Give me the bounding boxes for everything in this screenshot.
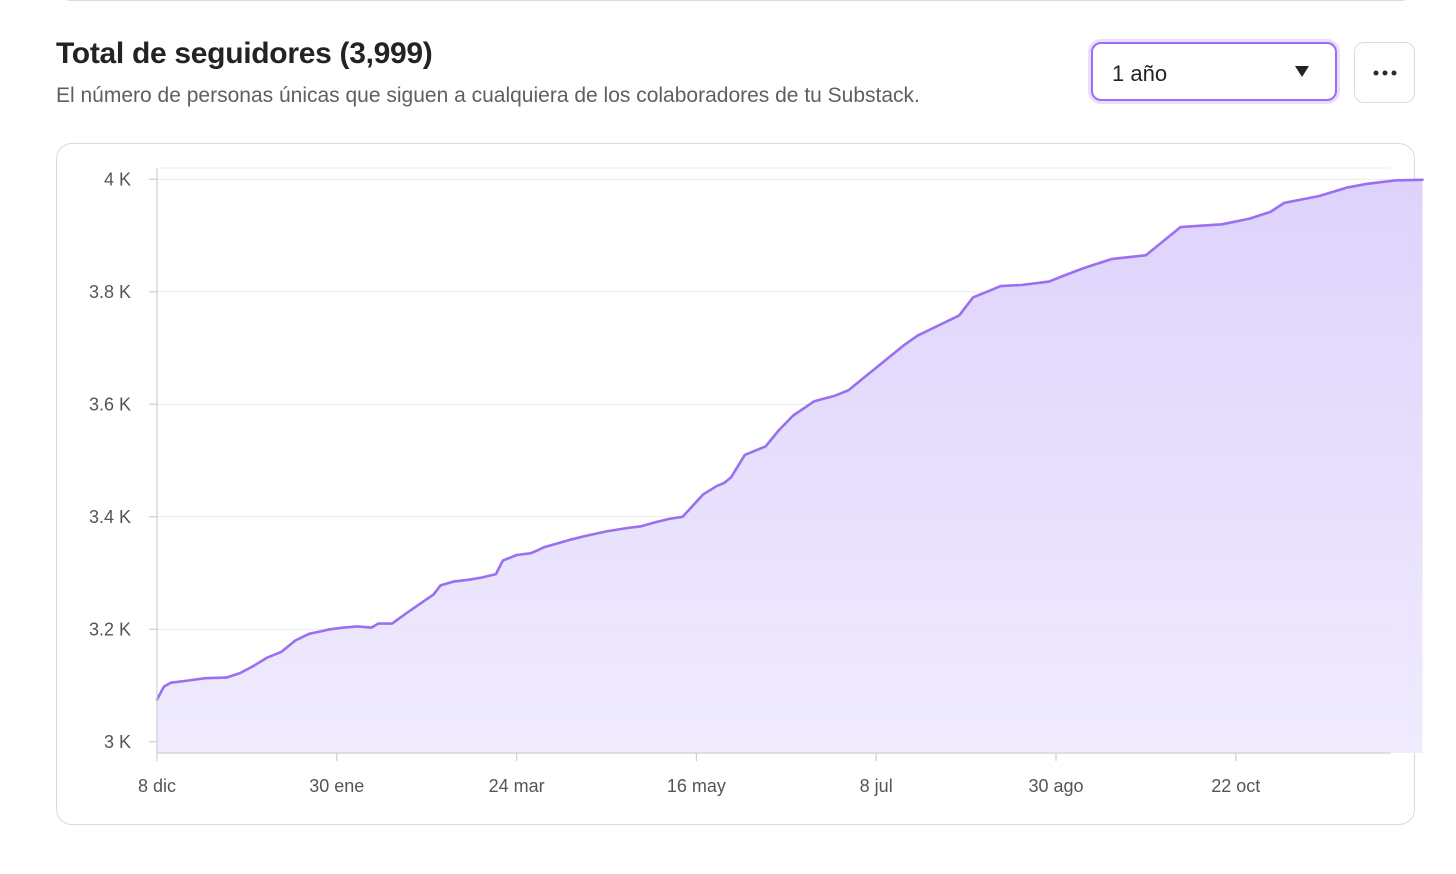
- x-tick-label: 22 oct: [1211, 776, 1260, 796]
- x-tick-label: 8 jul: [860, 776, 893, 796]
- y-tick-label: 3.8 K: [89, 282, 131, 302]
- more-horizontal-icon: [1373, 70, 1396, 75]
- caret-down-icon: [1295, 66, 1309, 77]
- time-range-select[interactable]: 1 año: [1091, 42, 1337, 101]
- y-tick-label: 4 K: [104, 169, 131, 189]
- time-range-value: 1 año: [1112, 61, 1168, 86]
- x-tick-label: 24 mar: [489, 776, 545, 796]
- followers-area-fill: [157, 179, 1423, 754]
- x-tick-label: 8 dic: [138, 776, 176, 796]
- followers-series-line: [155, 178, 1424, 701]
- y-tick-label: 3.4 K: [89, 507, 131, 527]
- y-tick-label: 3.2 K: [89, 619, 131, 639]
- page-title: Total de seguidores (3,999): [56, 37, 433, 70]
- y-tick-label: 3 K: [104, 732, 131, 752]
- x-tick-label: 30 ene: [309, 776, 364, 796]
- more-options-button[interactable]: [1354, 42, 1415, 103]
- page-subtitle: El número de personas únicas que siguen …: [56, 84, 920, 107]
- y-tick-label: 3.6 K: [89, 394, 131, 414]
- x-tick-label: 30 ago: [1028, 776, 1083, 796]
- x-tick-label: 16 may: [667, 776, 726, 796]
